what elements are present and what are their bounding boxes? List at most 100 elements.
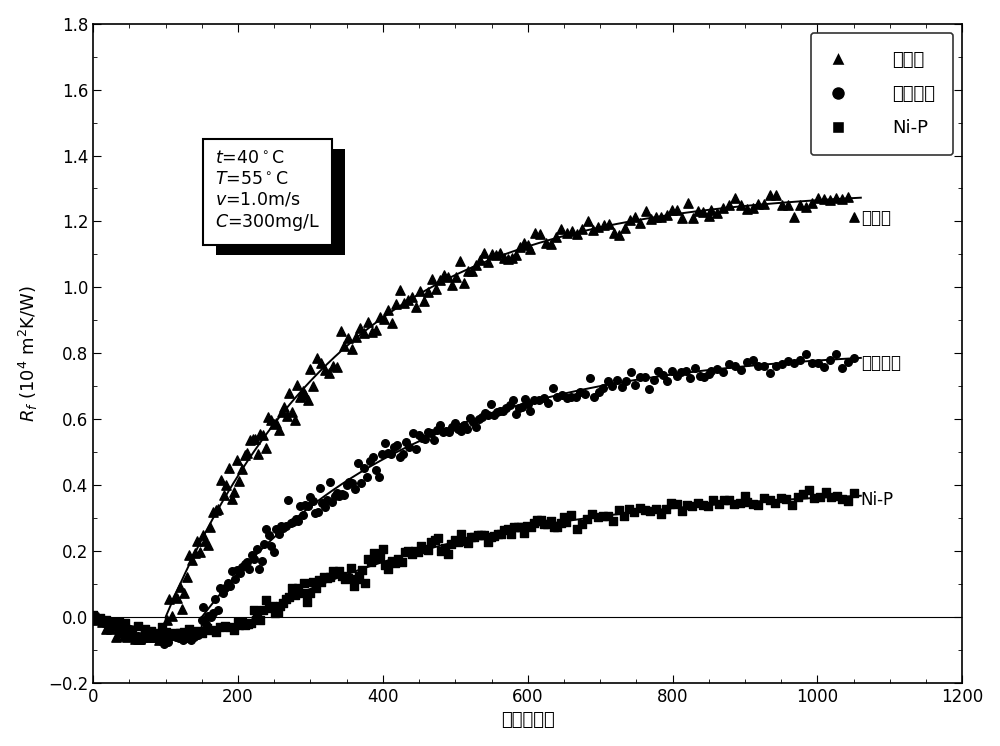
Point xyxy=(324,496,340,508)
Point xyxy=(762,367,778,379)
Point xyxy=(271,528,287,540)
Point xyxy=(181,623,197,635)
Text: $t$=40$^\circ$C
$T$=55$^\circ$C
$v$=1.0m/s
$C$=300mg/L: $t$=40$^\circ$C $T$=55$^\circ$C $v$=1.0m… xyxy=(215,149,320,233)
Point xyxy=(424,274,440,286)
Point xyxy=(585,225,601,236)
Point xyxy=(623,366,639,378)
Point xyxy=(474,411,490,423)
Point xyxy=(664,365,680,377)
Point xyxy=(249,543,265,555)
Point xyxy=(774,359,790,371)
Point xyxy=(90,611,106,623)
Point xyxy=(745,354,761,366)
Point xyxy=(203,624,219,636)
Point xyxy=(210,503,226,515)
Point xyxy=(387,557,403,569)
Point xyxy=(313,357,329,369)
Point xyxy=(617,222,633,234)
Point xyxy=(159,615,175,627)
Point xyxy=(302,587,318,599)
Point xyxy=(632,502,648,514)
Point xyxy=(290,582,306,594)
Point xyxy=(468,421,484,433)
Point xyxy=(498,402,514,414)
Point xyxy=(255,430,271,442)
Point xyxy=(490,528,506,540)
Point xyxy=(229,454,245,466)
Point xyxy=(526,395,542,407)
Point xyxy=(168,631,184,643)
Point xyxy=(268,418,284,430)
Point xyxy=(514,401,530,413)
Point xyxy=(444,421,460,433)
Point xyxy=(582,372,598,384)
Point xyxy=(217,620,233,632)
Point xyxy=(90,614,106,626)
Point xyxy=(270,606,286,618)
Point xyxy=(423,427,439,439)
Point xyxy=(655,369,671,381)
Point xyxy=(344,477,360,489)
Point xyxy=(401,441,417,453)
Point xyxy=(508,249,524,261)
Point xyxy=(364,326,380,338)
Point xyxy=(601,218,617,230)
Point xyxy=(460,265,476,277)
Point xyxy=(701,369,717,380)
Point xyxy=(780,355,796,367)
Point xyxy=(627,211,643,223)
Point xyxy=(232,568,248,580)
Point xyxy=(252,428,268,440)
Point xyxy=(611,228,627,240)
Point xyxy=(622,215,638,227)
Point xyxy=(334,570,350,582)
Point xyxy=(600,375,616,387)
Point xyxy=(160,636,176,648)
Point xyxy=(221,621,237,633)
Point xyxy=(142,632,158,644)
Point xyxy=(124,624,140,636)
Point xyxy=(480,409,496,421)
Point xyxy=(124,627,140,639)
Point xyxy=(336,340,352,352)
X-axis label: 时间（分）: 时间（分） xyxy=(501,712,555,730)
Point xyxy=(756,198,772,210)
Point xyxy=(641,383,657,395)
Point xyxy=(283,517,299,529)
Point xyxy=(252,615,268,627)
Point xyxy=(392,284,408,296)
Point xyxy=(427,533,443,545)
Point xyxy=(380,447,396,459)
Point xyxy=(362,455,378,467)
Point xyxy=(325,565,341,577)
Point xyxy=(709,363,725,374)
Point xyxy=(529,514,545,526)
Point xyxy=(164,630,180,642)
Point xyxy=(466,531,482,543)
Point xyxy=(447,417,463,429)
Point xyxy=(137,623,153,635)
Point xyxy=(148,628,164,640)
Point xyxy=(208,504,224,516)
Point xyxy=(417,433,433,445)
Point xyxy=(149,627,165,639)
Point xyxy=(267,607,283,619)
Point xyxy=(127,633,143,645)
Point xyxy=(321,368,337,380)
Point xyxy=(135,627,151,639)
Point xyxy=(798,201,814,213)
Point xyxy=(400,545,416,557)
Point xyxy=(203,611,219,623)
Point xyxy=(366,547,382,559)
Point xyxy=(179,632,195,644)
Point xyxy=(512,241,528,253)
Point xyxy=(786,357,802,369)
Point xyxy=(614,381,630,393)
Point xyxy=(114,624,130,636)
Point xyxy=(372,311,388,323)
Point xyxy=(726,498,742,510)
Text: $t$=40$^\circ$C
$T$=55$^\circ$C
$v$=1.0m/s
$C$=300mg/L: $t$=40$^\circ$C $T$=55$^\circ$C $v$=1.0m… xyxy=(228,159,333,242)
Point xyxy=(319,572,335,584)
Point xyxy=(600,510,616,521)
Point xyxy=(519,520,535,532)
